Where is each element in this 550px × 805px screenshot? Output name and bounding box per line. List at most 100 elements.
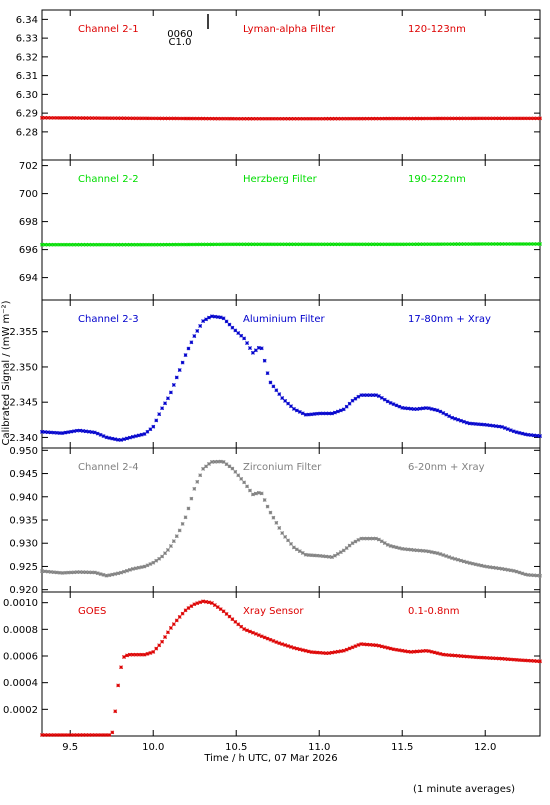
data-point (54, 733, 59, 737)
data-point (233, 242, 238, 247)
data-point (374, 643, 378, 648)
data-point (406, 116, 411, 121)
data-point (174, 375, 179, 380)
data-point (107, 573, 112, 578)
data-point (168, 544, 173, 548)
data-point (177, 528, 182, 533)
data-point (209, 242, 214, 247)
y-tick-label: 698 (19, 217, 38, 228)
data-point (168, 626, 173, 630)
panel-band-label: 190-222nm (408, 174, 466, 185)
data-point (145, 563, 150, 568)
data-point (497, 424, 501, 429)
data-point (494, 242, 498, 246)
data-point (45, 569, 50, 574)
data-point (207, 242, 211, 247)
data-point (447, 242, 452, 247)
data-point (429, 116, 434, 121)
data-point (265, 116, 270, 121)
data-point (347, 401, 352, 406)
data-point (394, 116, 399, 121)
data-point (403, 242, 408, 247)
data-point (391, 242, 396, 247)
data-point (86, 570, 91, 575)
data-point (139, 652, 144, 657)
data-point (529, 433, 534, 438)
panel-4: 0.920 0.925 0.930 0.935 0.940 0.945 0.950 Chann… (9, 446, 542, 596)
data-point (453, 557, 457, 561)
y-tick-label: 700 (19, 189, 38, 200)
data-point (177, 368, 182, 372)
data-point (438, 409, 443, 414)
data-point (426, 116, 431, 121)
data-point (538, 434, 542, 438)
data-point (292, 406, 296, 411)
data-point (227, 464, 232, 469)
data-point (523, 572, 528, 577)
data-point (154, 418, 159, 423)
data-point (467, 116, 472, 121)
data-point (242, 627, 247, 631)
data-point (78, 570, 82, 574)
data-point (338, 408, 343, 413)
data-point (245, 628, 249, 633)
data-point (86, 242, 91, 247)
data-point (356, 643, 361, 647)
data-point (101, 242, 106, 247)
data-point (330, 411, 334, 416)
data-point (324, 242, 329, 247)
data-point (215, 116, 220, 121)
data-point (218, 315, 223, 320)
data-point (365, 116, 370, 121)
flare-annotation-time: 0060 (167, 29, 192, 40)
data-point (51, 733, 56, 737)
data-point (204, 116, 208, 121)
data-point (98, 116, 103, 121)
data-point (148, 650, 153, 655)
panel-frame (41, 591, 541, 737)
data-point (283, 534, 288, 539)
data-point (508, 568, 513, 573)
data-point (406, 406, 411, 411)
data-point (66, 430, 71, 435)
data-point (224, 462, 229, 467)
data-point (60, 431, 65, 436)
data-point (438, 242, 443, 247)
data-point (163, 116, 167, 121)
data-point (473, 562, 478, 567)
panel-filter-label: Aluminium Filter (243, 314, 326, 325)
data-point (227, 116, 232, 121)
data-point (447, 116, 452, 121)
y-tick-label: 0.0004 (3, 678, 38, 689)
data-point (51, 242, 56, 247)
data-point (66, 733, 71, 737)
data-point (482, 422, 487, 427)
data-point (371, 393, 375, 398)
data-point (368, 116, 373, 121)
data-point (535, 116, 539, 121)
data-point (262, 498, 267, 502)
data-point (338, 242, 343, 247)
data-point (353, 242, 358, 247)
data-point (338, 550, 343, 555)
data-point (497, 242, 501, 246)
data-point (505, 242, 510, 246)
data-point (209, 314, 214, 319)
data-point (376, 116, 381, 121)
data-point (432, 550, 437, 555)
data-point (280, 116, 285, 121)
data-point (511, 242, 516, 246)
data-point (353, 644, 358, 649)
data-point (277, 392, 282, 397)
data-point (230, 325, 235, 330)
data-point (57, 733, 62, 737)
y-axis-title: Calibrated Signal / (mW m⁻²) (1, 300, 12, 445)
y-tick-label: 2.340 (9, 433, 38, 444)
data-point (189, 604, 194, 609)
data-point (268, 380, 273, 385)
x-tick-label: 10.5 (225, 742, 247, 753)
data-point (265, 636, 270, 641)
data-point (253, 491, 258, 496)
data-point (242, 480, 247, 485)
data-point (406, 547, 411, 552)
